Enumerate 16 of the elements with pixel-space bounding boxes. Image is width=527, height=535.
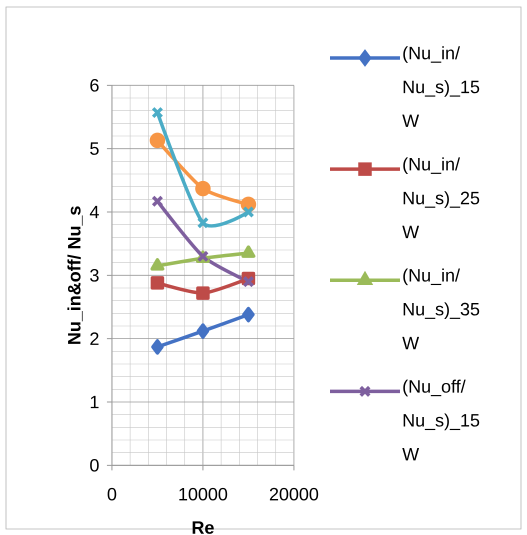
x-tick-label: 20000: [270, 488, 318, 501]
y-tick-label: 4: [90, 206, 99, 218]
legend-label: (Nu_in/ Nu_s)_15 W: [402, 46, 480, 127]
x-tick-label: 0: [108, 488, 116, 501]
y-axis-title: Nu_in&off/ Nu_s: [67, 206, 83, 344]
y-tick-label: 1: [90, 396, 99, 408]
y-tick-label: 5: [90, 142, 99, 155]
legend-label: (Nu_in/ Nu_s)_25 W: [402, 157, 480, 238]
legend-label: (Nu_in/ Nu_s)_35 W: [402, 268, 480, 350]
x-axis-title: Re: [192, 521, 214, 534]
y-tick-label: 0: [90, 458, 99, 472]
x-tick-label: 10000: [179, 488, 228, 501]
legend-label: (Nu_off/ Nu_s)_15 W: [402, 380, 480, 460]
y-tick-label: 3: [90, 268, 99, 282]
y-tick-label: 6: [90, 78, 99, 92]
y-tick-label: 2: [90, 332, 99, 345]
